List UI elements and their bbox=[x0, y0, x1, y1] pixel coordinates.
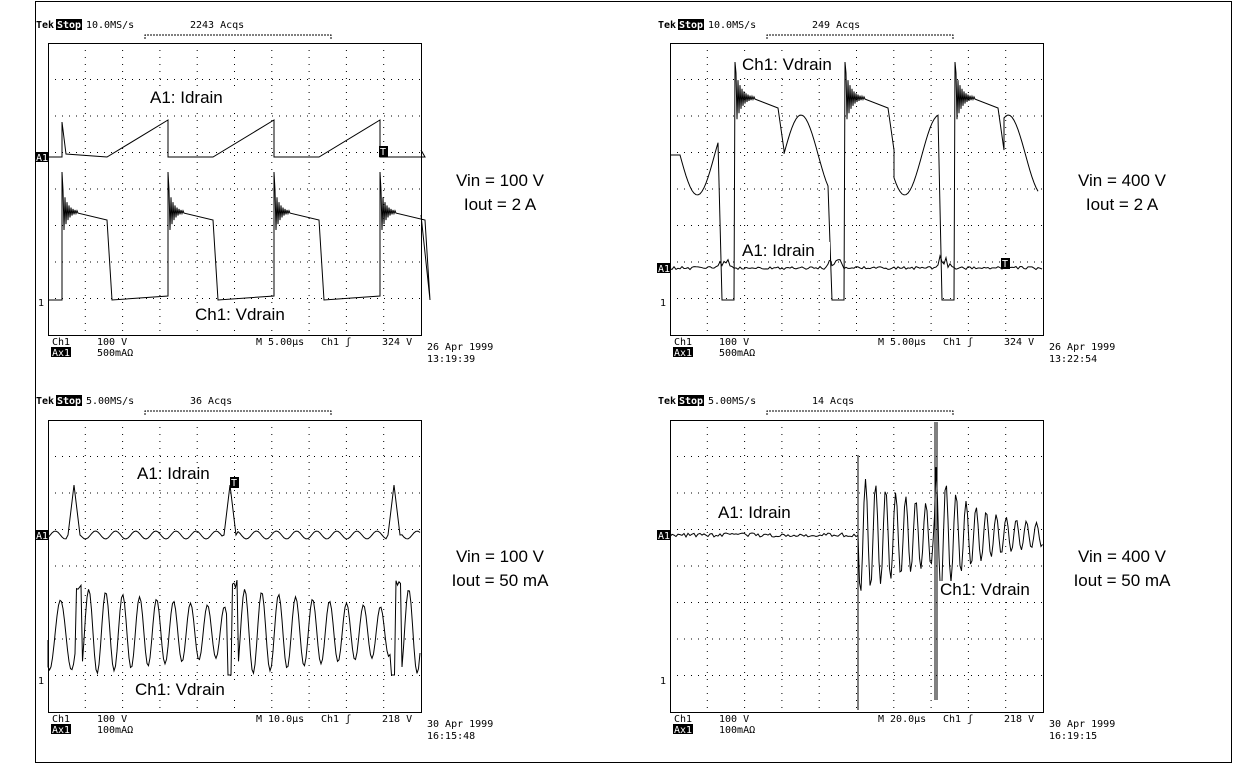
channel-scale: 100 V bbox=[97, 714, 127, 725]
record-bracket bbox=[145, 411, 331, 415]
sample-rate: 5.00MS/s bbox=[708, 396, 756, 407]
timebase: M 5.00µs bbox=[878, 337, 926, 348]
sample-rate: 10.0MS/s bbox=[708, 20, 756, 31]
current-label: A1: Idrain bbox=[718, 503, 791, 522]
channel-scale: 100 V bbox=[719, 337, 749, 348]
current-label: A1: Idrain bbox=[150, 88, 223, 107]
condition: Vin = 400 V bbox=[1078, 547, 1167, 566]
brand: Tek bbox=[658, 396, 676, 407]
channel: Ch1 bbox=[674, 714, 692, 725]
condition: Iout = 2 A bbox=[464, 195, 537, 214]
channel-scale: 100 V bbox=[97, 337, 127, 348]
date: 26 Apr 1999 bbox=[1049, 342, 1115, 353]
clock: 16:19:15 bbox=[1049, 731, 1097, 742]
voltage-trace bbox=[670, 62, 1038, 300]
trigger-level: 324 V bbox=[1004, 337, 1034, 348]
ch1-marker: 1 bbox=[660, 676, 666, 687]
axis-channel: Ax1 bbox=[674, 348, 692, 359]
condition: Vin = 400 V bbox=[1078, 171, 1167, 190]
acquisitions: 249 Acqs bbox=[812, 20, 860, 31]
current-label: A1: Idrain bbox=[742, 241, 815, 260]
trigger-marker: T bbox=[380, 147, 386, 158]
date: 30 Apr 1999 bbox=[1049, 719, 1115, 730]
trigger-source: Ch1 ʃ bbox=[943, 714, 973, 725]
acquisitions: 2243 Acqs bbox=[190, 20, 244, 31]
date: 30 Apr 1999 bbox=[427, 719, 493, 730]
channel: Ch1 bbox=[52, 337, 70, 348]
record-bracket bbox=[145, 35, 331, 39]
ch1-marker: 1 bbox=[38, 298, 44, 309]
trigger-level: 218 V bbox=[382, 714, 412, 725]
scope-panel: TekStop 5.00MS/s 36 Acqs A1 1 T A1: Idrain Ch1:… bbox=[35, 395, 549, 742]
brand: Tek bbox=[36, 396, 54, 407]
trigger-source: Ch1 ʃ bbox=[943, 337, 973, 348]
scope-panel: TekStop 10.0MS/s 2243 Acqs A1 1 T A1: Idrain Ch… bbox=[35, 19, 545, 365]
a1-marker: A1 bbox=[658, 264, 670, 275]
voltage-label: Ch1: Vdrain bbox=[135, 680, 225, 699]
condition: Iout = 2 A bbox=[1086, 195, 1159, 214]
condition: Iout = 50 mA bbox=[1074, 571, 1172, 590]
trigger-marker: T bbox=[1002, 259, 1008, 270]
axis-scale: 100mAΩ bbox=[719, 725, 755, 736]
ch1-marker: 1 bbox=[38, 676, 44, 687]
timebase: M 5.00µs bbox=[256, 337, 304, 348]
date: 26 Apr 1999 bbox=[427, 342, 493, 353]
condition: Vin = 100 V bbox=[456, 547, 545, 566]
channel-scale: 100 V bbox=[719, 714, 749, 725]
channel: Ch1 bbox=[52, 714, 70, 725]
axis-channel: Ax1 bbox=[52, 348, 70, 359]
trigger-marker: T bbox=[231, 478, 237, 489]
axis-scale: 100mAΩ bbox=[97, 725, 133, 736]
a1-marker: A1 bbox=[36, 531, 48, 542]
channel: Ch1 bbox=[674, 337, 692, 348]
current-trace bbox=[670, 533, 858, 537]
voltage-trace bbox=[48, 580, 420, 675]
state: Stop bbox=[57, 20, 81, 31]
state: Stop bbox=[679, 396, 703, 407]
state: Stop bbox=[57, 396, 81, 407]
state: Stop bbox=[679, 20, 703, 31]
acquisitions: 36 Acqs bbox=[190, 396, 232, 407]
current-label: A1: Idrain bbox=[137, 464, 210, 483]
voltage-label: Ch1: Vdrain bbox=[195, 305, 285, 324]
ch1-marker: 1 bbox=[660, 298, 666, 309]
clock: 13:22:54 bbox=[1049, 354, 1097, 365]
brand: Tek bbox=[36, 20, 54, 31]
record-bracket bbox=[767, 35, 953, 39]
axis-channel: Ax1 bbox=[52, 725, 70, 736]
timebase: M 20.0µs bbox=[878, 714, 926, 725]
acquisitions: 14 Acqs bbox=[812, 396, 854, 407]
clock: 16:15:48 bbox=[427, 731, 475, 742]
brand: Tek bbox=[658, 20, 676, 31]
voltage-label: Ch1: Vdrain bbox=[940, 580, 1030, 599]
record-bracket bbox=[767, 411, 953, 415]
timebase: M 10.0µs bbox=[256, 714, 304, 725]
a1-marker: A1 bbox=[658, 531, 670, 542]
scope-panel: TekStop 10.0MS/s 249 Acqs A1 1 T A1: Idrain Ch1… bbox=[657, 19, 1167, 365]
sample-rate: 5.00MS/s bbox=[86, 396, 134, 407]
axis-scale: 500mAΩ bbox=[97, 348, 133, 359]
trigger-level: 324 V bbox=[382, 337, 412, 348]
sample-rate: 10.0MS/s bbox=[86, 20, 134, 31]
voltage-trace bbox=[48, 172, 430, 300]
condition: Vin = 100 V bbox=[456, 171, 545, 190]
axis-scale: 500mAΩ bbox=[719, 348, 755, 359]
a1-marker: A1 bbox=[36, 153, 48, 164]
trigger-source: Ch1 ʃ bbox=[321, 337, 351, 348]
trigger-source: Ch1 ʃ bbox=[321, 714, 351, 725]
figure: TekStop10.0MS/s2243 AcqsA11TA1: IdrainCh… bbox=[0, 0, 1233, 764]
scope-panel: TekStop 5.00MS/s 14 Acqs A1 1 A1: Idrain Ch1: … bbox=[657, 395, 1171, 742]
frame bbox=[36, 2, 1232, 763]
axis-channel: Ax1 bbox=[674, 725, 692, 736]
condition: Iout = 50 mA bbox=[452, 571, 550, 590]
voltage-label: Ch1: Vdrain bbox=[742, 55, 832, 74]
current-trace bbox=[48, 120, 425, 157]
clock: 13:19:39 bbox=[427, 354, 475, 365]
trigger-level: 218 V bbox=[1004, 714, 1034, 725]
